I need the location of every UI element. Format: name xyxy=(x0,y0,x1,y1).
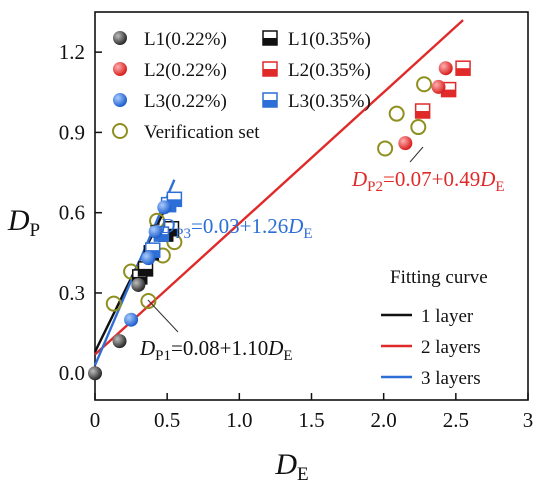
legend-label-l3-022: L3(0.22%) xyxy=(144,91,227,112)
y-tick-label: 1.2 xyxy=(59,40,85,64)
legend-marker-l2-035 xyxy=(262,61,278,77)
annotation-fit-1: DP1=0.08+1.10DE xyxy=(139,299,293,364)
marker-l1-0-22-2 xyxy=(131,277,146,292)
legend-item-l2-035: L2(0.35%) xyxy=(262,60,371,81)
legend-marker-l3-022 xyxy=(113,93,127,107)
x-tick-label: 3 xyxy=(523,408,534,432)
marker-l2-0-35-0 xyxy=(414,103,431,119)
fit-line-2 xyxy=(94,19,464,356)
legend-item-l3-035: L3(0.35%) xyxy=(262,91,371,112)
marker-l2-0-22-1 xyxy=(431,79,446,94)
data-markers xyxy=(88,60,471,381)
annotation-fit-3: DP3=0.03+1.26DE xyxy=(149,214,313,242)
svg-text:DP3=0.03+1.26DE: DP3=0.03+1.26DE xyxy=(159,214,313,242)
marker-verification-set-2 xyxy=(140,292,157,309)
y-tick-label: 0.6 xyxy=(59,201,85,225)
x-tick-label: 0.5 xyxy=(154,408,180,432)
svg-text:DP2=0.07+0.49DE: DP2=0.07+0.49DE xyxy=(351,167,505,195)
marker-l2-0-22-2 xyxy=(438,61,453,76)
legend-marker-verification xyxy=(112,123,128,139)
marker-verification-set-7 xyxy=(388,105,405,122)
svg-text:DP1=0.08+1.10DE: DP1=0.08+1.10DE xyxy=(139,336,293,364)
y-tick-label: 0.3 xyxy=(59,281,85,305)
fit-legend-label-3: 3 layers xyxy=(421,368,481,389)
legend-label-l2-022: L2(0.22%) xyxy=(144,60,227,81)
marker-l1-0-22-1 xyxy=(112,334,127,349)
marker-l1-0-22-0 xyxy=(88,366,102,381)
y-tick-label: 0.0 xyxy=(59,361,85,385)
y-tick-label: 0.9 xyxy=(59,120,85,144)
legend-item-l3-022: L3(0.22%) xyxy=(113,91,227,112)
legend-item-verification: Verification set xyxy=(112,122,260,143)
marker-l2-0-35-2 xyxy=(455,60,471,76)
legend-label-l1-022: L1(0.22%) xyxy=(144,29,227,50)
marker-l3-0-22-3 xyxy=(157,200,172,215)
marker-l3-0-22-0 xyxy=(124,312,139,327)
annotation-leader-fit-2 xyxy=(409,146,424,163)
x-tick-label: 1.0 xyxy=(226,408,252,432)
legend-item-l1-035: L1(0.35%) xyxy=(262,29,371,50)
x-tick-label: 2.5 xyxy=(443,408,469,432)
legend-item-l1-022: L1(0.22%) xyxy=(113,29,227,50)
axis-ticks: 0 0.5 1.0 1.5 2.0 2.5 3 0.0 0.3 0.6 0.9 1.2 xyxy=(59,40,534,432)
legend-item-l2-022: L2(0.22%) xyxy=(113,60,227,81)
fit-legend: Fitting curve 1 layer 2 layers 3 layers xyxy=(381,267,488,389)
marker-verification-set-6 xyxy=(377,140,394,157)
x-axis-title: DE xyxy=(274,448,308,485)
legend-marker-l3-035 xyxy=(262,92,278,108)
marker-verification-set-0 xyxy=(105,295,122,312)
legend-marker-l1-035 xyxy=(262,30,278,46)
legend-label-l3-035: L3(0.35%) xyxy=(288,91,371,112)
fit-legend-label-1: 1 layer xyxy=(421,306,474,327)
annotation-leader-fit-3 xyxy=(149,223,161,227)
annotation-fit-2: DP2=0.07+0.49DE xyxy=(351,146,505,195)
marker-l3-0-22-1 xyxy=(141,251,156,266)
annotation-leader-fit-1 xyxy=(147,299,179,333)
fit-legend-title: Fitting curve xyxy=(390,267,488,288)
legend-marker-l2-022 xyxy=(113,62,127,76)
legend-label-l2-035: L2(0.35%) xyxy=(288,60,371,81)
marker-l3-0-22-2 xyxy=(148,224,163,239)
legend-label-verification: Verification set xyxy=(144,122,260,143)
y-axis-title: DP xyxy=(7,204,40,241)
legend-label-l1-035: L1(0.35%) xyxy=(288,29,371,50)
marker-l2-0-22-0 xyxy=(398,136,413,151)
marker-verification-set-9 xyxy=(416,76,433,93)
legend: L1(0.22%) L1(0.35%) L2(0.22%) L2(0.35%) … xyxy=(112,29,371,143)
x-tick-label: 0 xyxy=(90,408,101,432)
x-tick-label: 2.0 xyxy=(371,408,397,432)
marker-l3-0-35-3 xyxy=(166,191,183,208)
fit-legend-label-2: 2 layers xyxy=(421,337,481,358)
legend-marker-l1-022 xyxy=(113,31,127,45)
x-tick-label: 1.5 xyxy=(298,408,324,432)
marker-verification-set-8 xyxy=(410,119,427,136)
